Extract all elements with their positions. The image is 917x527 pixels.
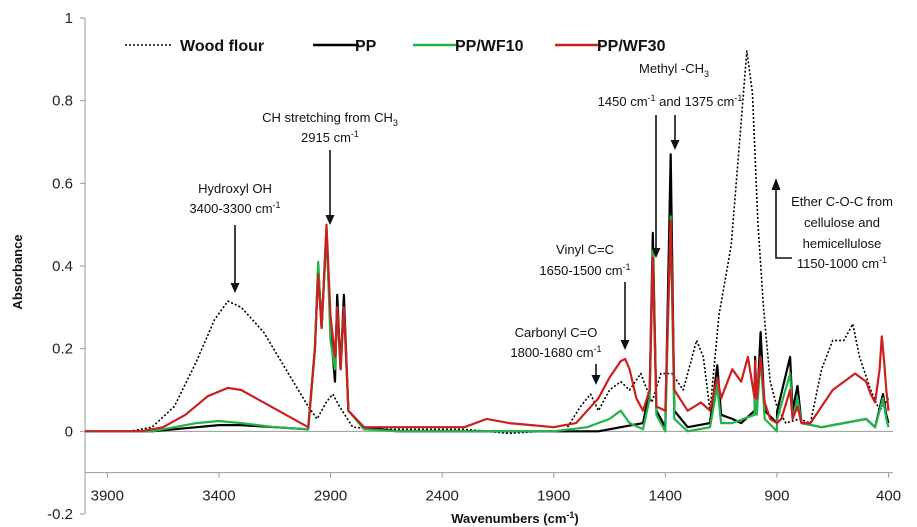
y-tick-label: 0.6 bbox=[52, 175, 73, 192]
legend-label-pp-wf10: PP/WF10 bbox=[455, 38, 524, 55]
annotation-vinyl-line1: Vinyl C=C bbox=[556, 242, 614, 257]
y-tick-label: 0.8 bbox=[52, 93, 73, 110]
annotation-ch-stretch-line2: 2915 cm-1 bbox=[301, 129, 359, 145]
annotation-hydroxyl-line2: 3400-3300 cm-1 bbox=[189, 200, 280, 216]
arrow-carbonyl-head bbox=[591, 375, 601, 385]
annotation-ether-line1: Ether C-O-C from bbox=[791, 194, 893, 209]
annotation-ether-line4: 1150-1000 cm-1 bbox=[797, 255, 887, 271]
y-tick-label: 0.4 bbox=[52, 258, 73, 275]
arrow-methyl-1450-head bbox=[651, 248, 661, 258]
y-axis-title: Absorbance bbox=[10, 234, 25, 309]
arrow-ether-head bbox=[771, 178, 781, 190]
arrow-ether-elbow bbox=[775, 240, 792, 259]
y-tick-label: -0.2 bbox=[47, 506, 73, 523]
annotation-ch-stretch-line1: CH stretching from CH3 bbox=[262, 110, 398, 128]
axes: -0.2 0 0.2 0.4 0.6 0.8 1 3900 3400 2900 2400 1900 14… bbox=[10, 10, 901, 526]
y-tick-label: 0 bbox=[65, 423, 73, 440]
legend: Wood flour PP PP/WF10 PP/WF30 bbox=[125, 38, 666, 55]
arrow-methyl-1375-head bbox=[670, 140, 680, 150]
legend-label-pp-wf30: PP/WF30 bbox=[597, 38, 666, 55]
annotation-carbonyl-line2: 1800-1680 cm-1 bbox=[510, 344, 601, 360]
x-tick-label: 400 bbox=[876, 488, 901, 505]
annotation-vinyl-line2: 1650-1500 cm-1 bbox=[539, 262, 630, 278]
annotation-ether-line3: hemicellulose bbox=[803, 236, 882, 251]
x-axis-title: Wavenumbers (cm-1) bbox=[451, 510, 578, 526]
arrow-hydroxyl-head bbox=[230, 283, 240, 293]
x-tick-label: 900 bbox=[764, 488, 789, 505]
x-tick-label: 2400 bbox=[425, 488, 458, 505]
x-tick-label: 1400 bbox=[649, 488, 682, 505]
annotation-ether-line2: cellulose and bbox=[804, 215, 880, 230]
x-tick-label: 1900 bbox=[537, 488, 570, 505]
annotation-methyl-line1: Methyl -CH3 bbox=[639, 61, 709, 79]
x-tick-label: 3900 bbox=[91, 488, 124, 505]
y-tick-label: 1 bbox=[65, 10, 73, 27]
arrow-vinyl-head bbox=[620, 340, 630, 350]
arrow-ch-stretch-head bbox=[325, 215, 335, 225]
series-layer bbox=[85, 50, 890, 435]
annotation-methyl-line2: 1450 cm-1 and 1375 cm-1 bbox=[598, 93, 743, 109]
annotations: Hydroxyl OH 3400-3300 cm-1 CH stretching f… bbox=[189, 61, 893, 385]
annotation-hydroxyl-line1: Hydroxyl OH bbox=[198, 181, 272, 196]
series-line-pp-wf30 bbox=[85, 219, 890, 433]
legend-label-pp: PP bbox=[355, 38, 377, 55]
annotation-carbonyl-line1: Carbonyl C=O bbox=[515, 325, 598, 340]
x-tick-label: 2900 bbox=[314, 488, 347, 505]
series-line-wood-flour bbox=[85, 50, 890, 435]
y-tick-label: 0.2 bbox=[52, 341, 73, 358]
legend-label-wood-flour: Wood flour bbox=[180, 38, 264, 55]
x-tick-label: 3400 bbox=[202, 488, 235, 505]
